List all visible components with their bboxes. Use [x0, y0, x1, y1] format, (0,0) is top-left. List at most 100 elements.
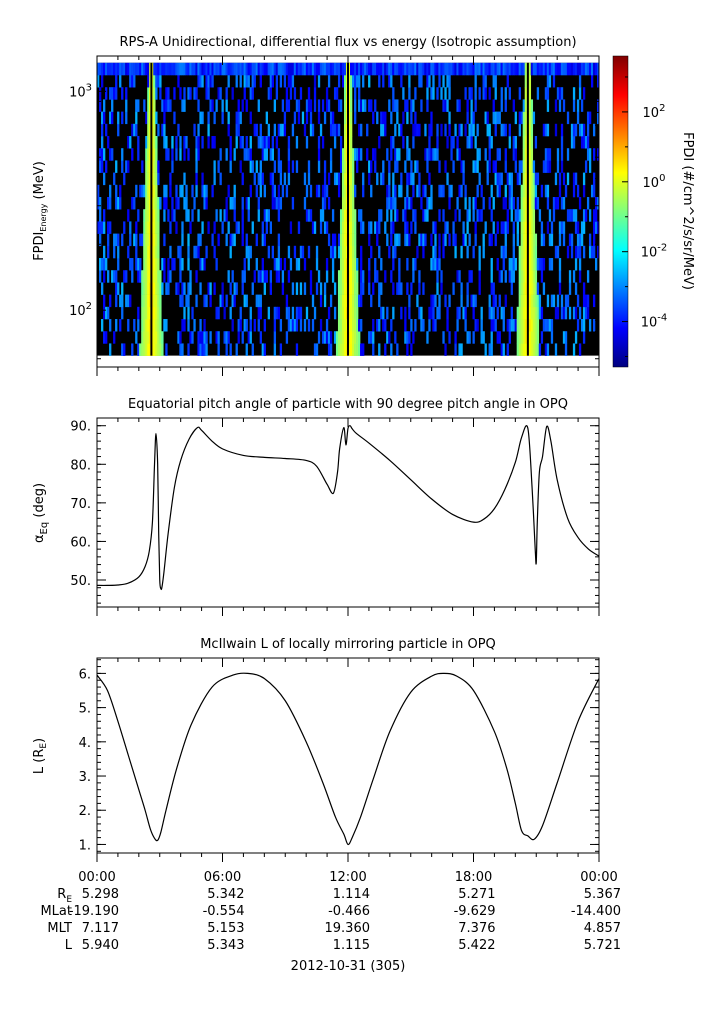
spectrogram-cell	[558, 62, 562, 76]
spectrogram-cell	[502, 197, 505, 210]
spectrogram-cell	[544, 319, 548, 332]
spectrogram-cell	[404, 62, 407, 76]
spectrogram-cell	[341, 294, 345, 308]
spectrogram-cell	[368, 233, 371, 247]
spectrogram-cell	[289, 62, 293, 76]
spectrogram-cell	[225, 343, 228, 356]
spectrogram-cell	[259, 294, 262, 308]
spectrogram-cell	[380, 123, 383, 137]
spectrogram-cell	[538, 62, 542, 76]
spectrogram-cell	[558, 221, 562, 234]
spectrogram-cell	[101, 148, 104, 161]
spectrogram-cell	[540, 233, 544, 247]
spectrogram-cell	[486, 123, 489, 137]
spectrogram-cell	[105, 258, 108, 271]
spectrogram-cell	[566, 62, 570, 76]
spectrogram-cell	[570, 209, 574, 222]
spectrogram-cell	[253, 62, 256, 76]
spectrogram-cell	[354, 87, 357, 100]
spectrogram-cell	[448, 123, 451, 137]
spectrogram-cell	[456, 62, 459, 76]
spectrogram-cell	[185, 294, 188, 308]
spectrogram-cell	[343, 209, 347, 222]
spectrogram-cell	[103, 221, 106, 234]
spectrogram-cell	[137, 62, 140, 76]
spectrogram-cell	[398, 282, 401, 295]
spectrogram-cell	[147, 331, 150, 344]
spectrogram-cell	[404, 160, 407, 173]
spectrogram-cell	[350, 233, 353, 247]
spectrogram-cell	[436, 123, 439, 137]
spectrogram-cell	[462, 160, 465, 173]
spectrogram-cell	[175, 135, 178, 149]
spectrogram-cell	[167, 62, 170, 76]
spectrogram-cell	[400, 282, 403, 295]
spectrogram-cell	[273, 62, 277, 76]
spectrogram-cell	[225, 148, 228, 161]
spectrogram-cell	[530, 172, 534, 186]
spectrogram-cell	[203, 62, 206, 76]
spectrogram-cell	[129, 74, 132, 88]
spectrogram-cell	[337, 99, 341, 112]
spectrogram-cell	[400, 62, 403, 76]
spectrogram-cell	[378, 343, 381, 356]
spectrogram-cell	[131, 270, 134, 283]
spectrogram-cell	[153, 306, 156, 320]
spectrogram-cell	[179, 343, 182, 356]
spectrogram-cell	[321, 99, 325, 112]
spectrogram-cell	[582, 282, 586, 295]
spectrogram-cell	[368, 62, 371, 76]
spectrogram-cell	[271, 197, 275, 210]
spectrogram-cell	[400, 306, 403, 320]
spectrogram-cell	[307, 209, 311, 222]
spectrogram-cell	[171, 148, 174, 161]
spectrogram-cell	[352, 294, 355, 308]
y-tick-label: 90.	[70, 420, 91, 435]
spectrogram-cell	[434, 319, 437, 332]
spectrogram-cell	[261, 135, 264, 149]
spectrogram-cell	[231, 270, 234, 283]
spectrogram-cell	[528, 331, 532, 344]
spectrogram-cell	[466, 111, 469, 125]
spectrogram-cell	[498, 172, 501, 186]
spectrogram-cell	[384, 319, 387, 332]
spectrogram-cell	[317, 331, 321, 344]
spectrogram-cell	[179, 62, 182, 76]
spectrogram-cell	[229, 306, 232, 320]
spectrogram-cell	[560, 294, 564, 308]
spectrogram-cell	[536, 294, 540, 308]
spectrogram-cell	[139, 184, 142, 198]
spectrogram-cell	[175, 221, 178, 234]
spectrogram-cell	[372, 319, 375, 332]
spectrogram-cell	[502, 62, 505, 76]
spectrogram-cell	[386, 233, 389, 247]
spectrogram-cell	[323, 62, 327, 76]
spectrogram-cell	[295, 160, 299, 173]
spectrogram-cell	[548, 74, 552, 88]
spectrogram-cell	[211, 62, 214, 76]
spectrogram-cell	[522, 172, 526, 186]
spectrogram-cell	[237, 123, 240, 137]
spectrogram-cell	[484, 221, 487, 234]
spectrogram-cell	[456, 319, 459, 332]
spectrogram-cell	[432, 245, 435, 259]
spectrogram-cell	[305, 62, 309, 76]
spectrogram-cell	[281, 62, 285, 76]
spectrogram-cell	[576, 221, 580, 234]
spectrogram-cell	[217, 87, 220, 100]
spectrogram-cell	[307, 160, 311, 173]
spectrogram-cell	[586, 197, 590, 210]
spectrogram-cell	[111, 99, 114, 112]
spectrogram-cell	[480, 331, 483, 344]
spectrogram-cell	[434, 221, 437, 234]
spectrogram-cell	[115, 87, 118, 100]
spectrogram-cell	[370, 99, 373, 112]
spectrogram-cell	[283, 172, 287, 186]
spectrogram-cell	[524, 245, 528, 259]
spectrogram-cell	[404, 209, 407, 222]
spectrogram-cell	[514, 258, 517, 271]
spectrogram-cell	[566, 245, 570, 259]
spectrogram-cell	[145, 245, 148, 259]
spectrogram-cell	[109, 343, 112, 356]
spectrogram-cell	[514, 148, 517, 161]
